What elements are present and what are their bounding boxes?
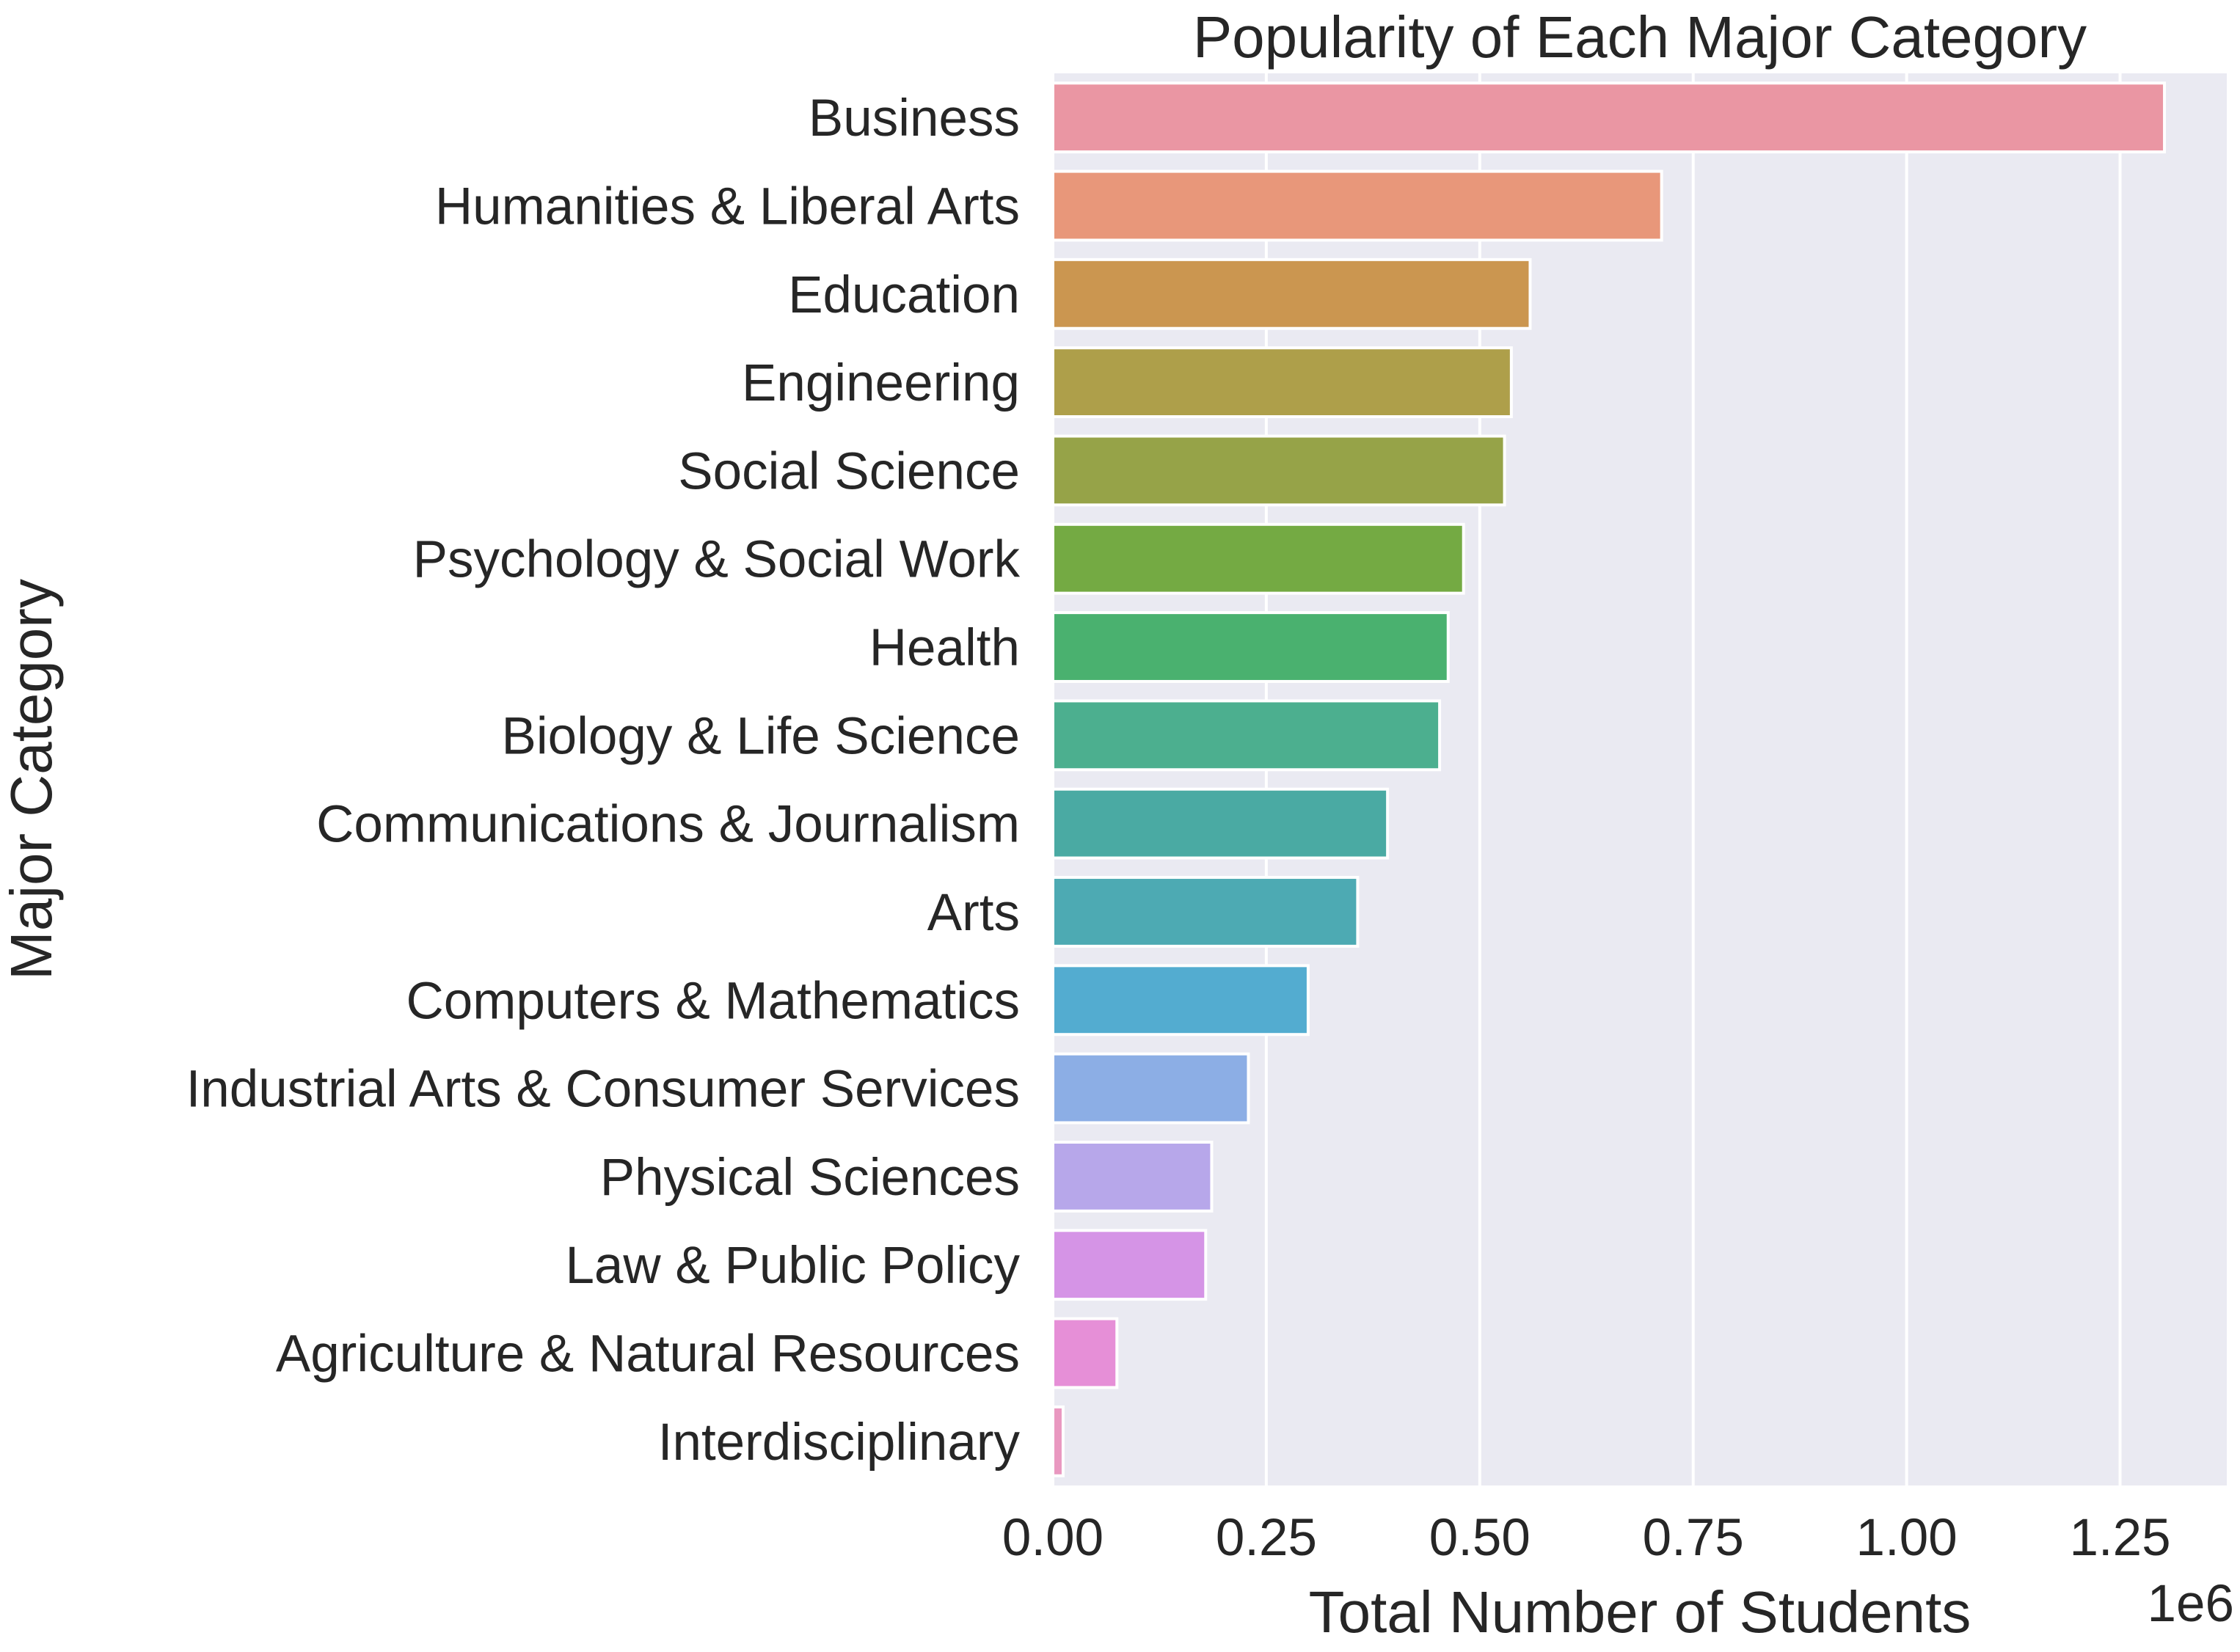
bar [1051,787,1390,860]
x-tick-label: 1.00 [1856,1509,1958,1567]
bar [1051,1317,1119,1389]
x-axis-offset-label: 1e6 [2148,1575,2234,1633]
category-labels: Business Humanities & Liberal Arts Educati… [186,89,1021,1472]
bar [1051,876,1360,948]
x-tick-label: 0.25 [1216,1509,1317,1567]
bar [1051,1229,1208,1301]
bar [1051,1405,1065,1477]
x-tick-label: 0.00 [1002,1509,1103,1567]
x-axis-title: Total Number of Students [1309,1579,1971,1645]
bar [1051,1052,1250,1125]
category-label: Health [869,619,1020,677]
category-label: Biology & Life Science [502,707,1020,765]
bar [1051,169,1663,242]
category-label: Humanities & Liberal Arts [435,178,1020,235]
category-label: Industrial Arts & Consumer Services [186,1061,1020,1119]
x-tick-labels: 0.00 0.25 0.50 0.75 1.00 1.25 [1002,1509,2171,1567]
category-label: Education [788,266,1020,324]
bar [1051,699,1442,772]
bar [1051,964,1310,1037]
bars [1051,81,2167,1477]
category-label: Interdisciplinary [658,1414,1021,1472]
category-label: Business [809,89,1020,147]
y-axis-title: Major Category [0,579,64,980]
category-label: Communications & Journalism [316,796,1020,854]
bar [1051,434,1506,507]
x-tick-label: 0.50 [1429,1509,1531,1567]
bar [1051,81,2167,154]
category-label: Agriculture & Natural Resources [276,1326,1020,1384]
category-label: Engineering [742,354,1020,412]
bar [1051,257,1532,330]
category-label: Computers & Mathematics [406,972,1020,1030]
bar [1051,522,1465,595]
category-label: Physical Sciences [600,1149,1020,1207]
bar [1051,346,1513,419]
category-label: Law & Public Policy [565,1237,1020,1295]
x-tick-label: 0.75 [1643,1509,1744,1567]
category-label: Psychology & Social Work [413,531,1021,589]
chart-title: Popularity of Each Major Category [1193,4,2087,70]
category-label: Social Science [678,442,1020,500]
bar [1051,611,1450,683]
x-tick-label: 1.25 [2069,1509,2170,1567]
category-label: Arts [927,884,1020,942]
bar [1051,1140,1214,1213]
